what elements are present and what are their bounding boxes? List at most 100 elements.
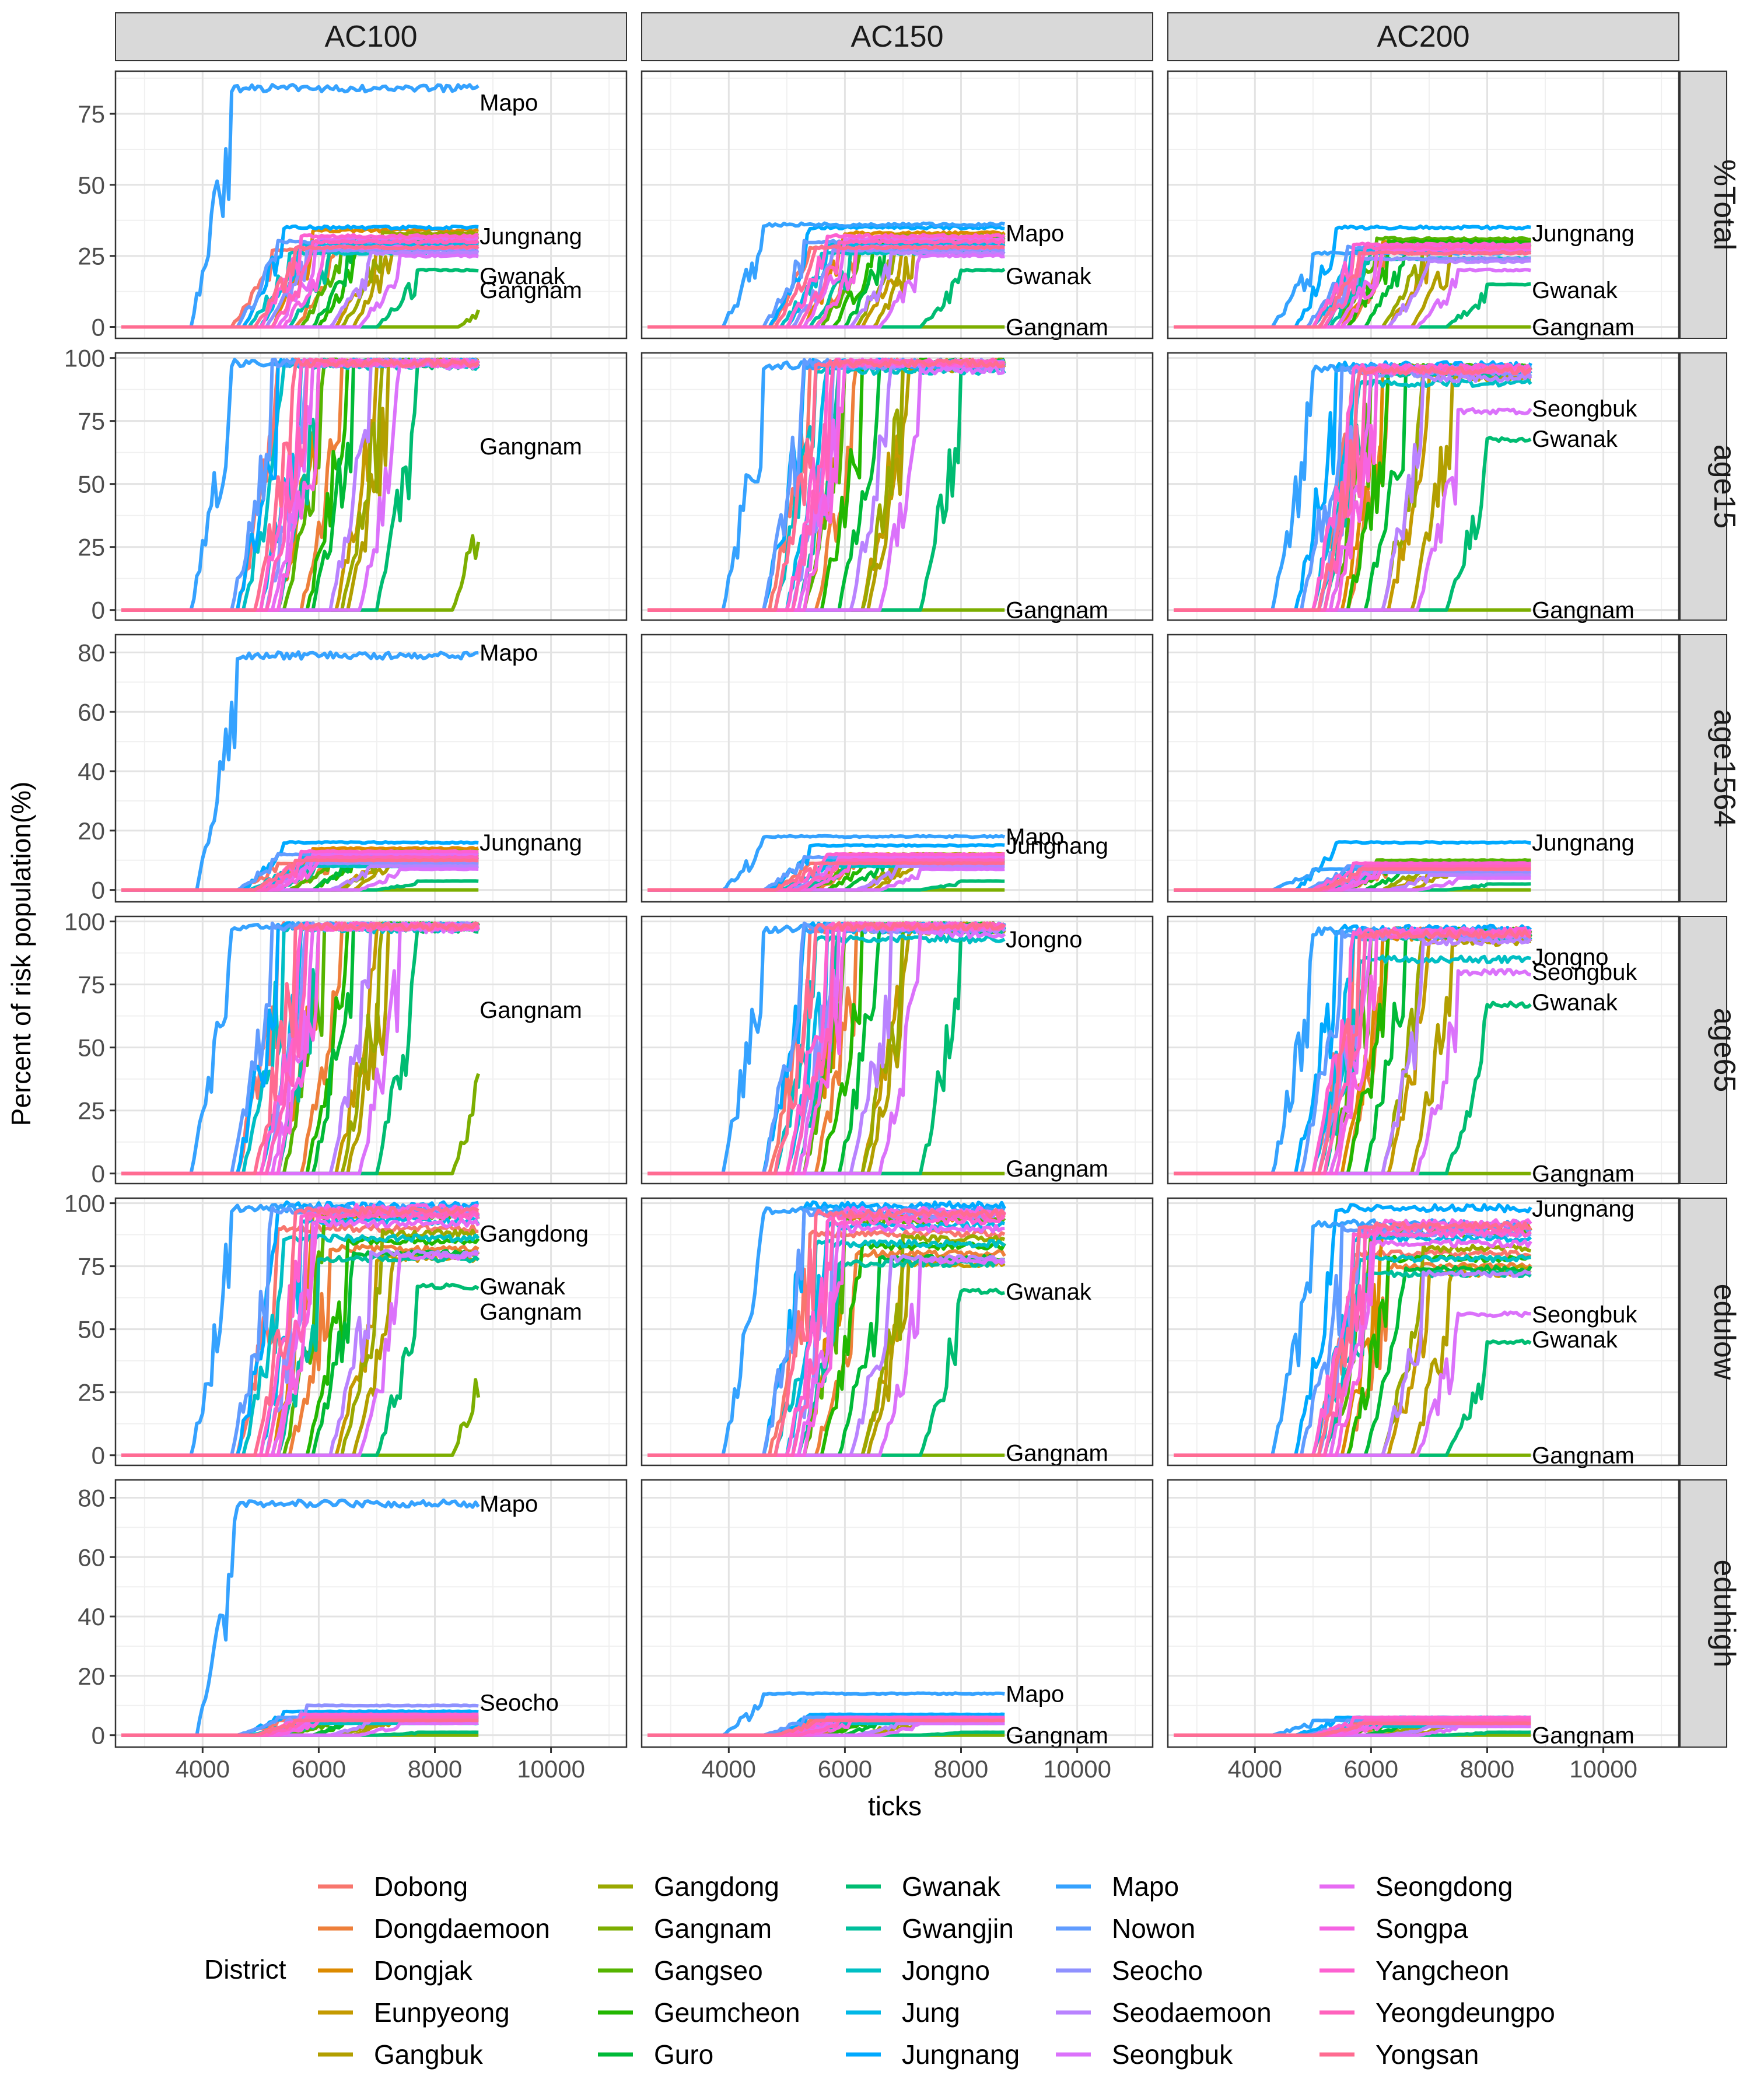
series-end-label: Gangnam (1532, 598, 1634, 624)
y-tick-label: 0 (92, 1160, 105, 1188)
series-line-yongsan (121, 244, 479, 329)
y-tick-label: 40 (78, 758, 105, 785)
y-tick-label: 25 (78, 1379, 105, 1406)
panels: AC100 AC150 AC200 %Total age15 age1564 age65 ed… (64, 12, 1741, 1783)
y-tick-label: 60 (78, 1544, 105, 1571)
legend-label-yangcheon: Yangcheon (1376, 1955, 1509, 1986)
x-tick-label: 6000 (818, 1755, 872, 1783)
x-tick-label: 4000 (176, 1755, 230, 1783)
y-tick-label: 0 (92, 877, 105, 904)
legend-label-dongdaemoon: Dongdaemoon (374, 1913, 550, 1944)
row-strip-5 (1679, 1479, 1727, 1748)
series-line-yongsan (121, 358, 480, 612)
panel-border (1167, 915, 1680, 1185)
panel-border (640, 915, 1154, 1185)
legend-label-gangnam: Gangnam (654, 1913, 772, 1944)
panel-background (642, 1480, 1153, 1747)
y-tick-label: 75 (78, 1253, 105, 1280)
legend-label-songpa: Songpa (1376, 1913, 1468, 1944)
panel-r2-c0: Mapo Jungnang 0 20 40 60 80 (78, 634, 628, 904)
y-tick-label: 80 (78, 1485, 105, 1512)
panel-r1-c0: Gangnam 0 25 50 75 100 (64, 345, 628, 624)
series-line-yongsan (648, 921, 1005, 1175)
series-end-label: Gangnam (1006, 1440, 1108, 1466)
series-end-label: Jungnang (1532, 221, 1634, 247)
legend-label-nowon: Nowon (1112, 1913, 1195, 1944)
panel-border (114, 352, 628, 621)
column-strip-label-2: AC200 (1377, 20, 1470, 54)
series-line-yongsan (121, 1718, 479, 1737)
panel-border (640, 70, 1154, 340)
x-tick-label: 6000 (1344, 1755, 1398, 1783)
panel-r0-c2: Jungnang Gwanak Gangnam (1167, 70, 1680, 341)
y-tick-label: 25 (78, 243, 105, 270)
x-tick-label: 10000 (1569, 1755, 1637, 1783)
series-end-label: Gwanak (1532, 426, 1618, 452)
row-strip-label-5: eduhigh (1707, 1559, 1741, 1667)
y-tick-label: 60 (78, 698, 105, 726)
series-end-label: Gangnam (480, 1299, 582, 1325)
series-end-label: Mapo (480, 90, 538, 116)
x-tick-label: 8000 (934, 1755, 988, 1783)
legend-label-dobong: Dobong (374, 1871, 468, 1902)
series-end-label: Gwanak (1532, 990, 1618, 1016)
series-end-label: Gangnam (480, 998, 582, 1023)
y-tick-label: 20 (78, 1662, 105, 1690)
panel-background (1168, 1480, 1679, 1747)
series-end-label: Gangnam (1532, 1161, 1634, 1187)
series-end-label: Gangnam (1532, 1723, 1634, 1749)
x-axis-title: ticks (868, 1791, 922, 1821)
panel-border (1167, 634, 1680, 903)
series-line-yongsan (1174, 867, 1531, 892)
series-line-yongsan (648, 244, 1005, 329)
x-tick-label: 6000 (292, 1755, 346, 1783)
series-end-label: Gwanak (1006, 1279, 1092, 1305)
series-end-label: Gangnam (1006, 1723, 1108, 1749)
y-tick-label: 0 (92, 1722, 105, 1749)
series-line-yongsan (1174, 250, 1531, 329)
panel-border (114, 1479, 628, 1748)
panel-border (114, 70, 628, 340)
series-line-yongsan (121, 1205, 480, 1457)
series-end-label: Gangnam (1006, 598, 1108, 624)
column-strip-2 (1167, 12, 1679, 61)
series-end-label: Jungnang (1532, 1196, 1634, 1222)
panel-background (1168, 71, 1679, 338)
x-tick-label: 8000 (408, 1755, 462, 1783)
series-end-label: Gwanak (480, 264, 566, 289)
panel-r0-c1: Mapo Gwanak Gangnam (640, 70, 1154, 341)
series-end-label: Mapo (1006, 221, 1064, 247)
column-strip-label-1: AC150 (851, 20, 944, 54)
legend-label-gangdong: Gangdong (654, 1871, 779, 1902)
series-line-yongsan (121, 858, 479, 892)
legend-label-seocho: Seocho (1112, 1955, 1203, 1986)
panel-border (640, 352, 1154, 621)
y-tick-label: 0 (92, 597, 105, 624)
panel-border (1167, 1197, 1680, 1466)
series-end-label: Gwanak (1006, 264, 1092, 289)
panel-background (1168, 635, 1679, 902)
series-end-label: Gwanak (1532, 1327, 1618, 1353)
y-tick-label: 0 (92, 314, 105, 341)
row-strip-label-2: age1564 (1707, 709, 1741, 827)
y-tick-label: 75 (78, 971, 105, 999)
series-line-yongsan (1174, 1721, 1531, 1737)
series-end-label: Seongbuk (1532, 960, 1637, 985)
series-end-label: Jungnang (480, 224, 582, 250)
panel-border (1167, 70, 1680, 340)
row-strip-1 (1679, 352, 1727, 621)
series-line-yongsan (1174, 929, 1532, 1175)
panel-r2-c2: Jungnang (1167, 634, 1680, 903)
series-end-label: Gwanak (480, 1274, 566, 1300)
legend-label-dongjak: Dongjak (374, 1955, 473, 1986)
series-end-label: Mapo (480, 640, 538, 666)
row-strip-label-1: age15 (1707, 444, 1741, 529)
series-end-label: Gwanak (1532, 278, 1618, 303)
series-end-label: Gangnam (1006, 315, 1108, 341)
series-end-label: Gangnam (1532, 315, 1634, 341)
panel-r1-c2: Seongbuk Gwanak Gangnam (1167, 352, 1680, 624)
series-end-label: Gangnam (480, 434, 582, 460)
row-strip-3 (1679, 916, 1727, 1184)
